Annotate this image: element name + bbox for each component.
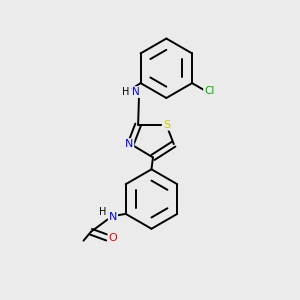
Text: H: H — [99, 206, 106, 217]
Text: N: N — [125, 139, 134, 149]
Text: N: N — [109, 212, 117, 222]
Text: N: N — [132, 87, 140, 97]
Text: S: S — [163, 120, 170, 130]
Text: O: O — [108, 233, 117, 243]
Text: Cl: Cl — [204, 86, 214, 96]
Text: H: H — [122, 87, 129, 97]
